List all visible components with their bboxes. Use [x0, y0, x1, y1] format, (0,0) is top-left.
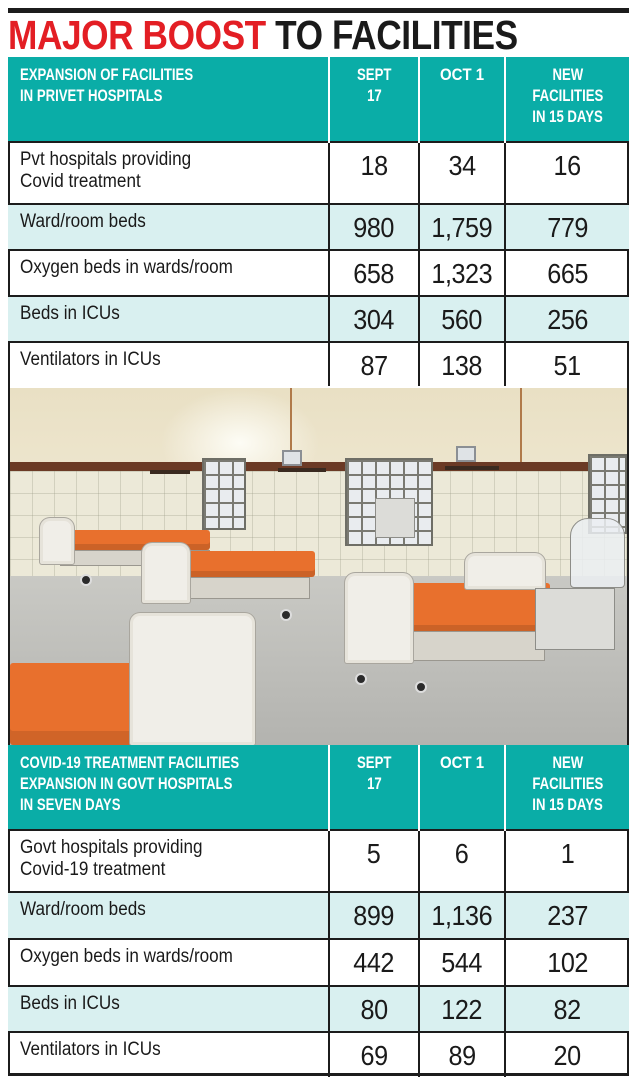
table-row: Pvt hospitals providing Covid treatment …	[8, 141, 629, 204]
wall-stripe	[10, 462, 627, 471]
row-label: Ventilators in ICUs	[8, 1031, 329, 1077]
row-label: Oxygen beds in wards/room	[8, 938, 329, 986]
cell-oct1: 138	[418, 341, 505, 386]
cell-new: 665	[504, 249, 629, 296]
window	[202, 458, 246, 530]
cell-oct1: 560	[418, 295, 505, 342]
cell-new: 16	[504, 141, 629, 204]
cell-sept17: 80	[328, 985, 419, 1032]
cell-sept17: 899	[328, 891, 419, 939]
wall-pipe	[290, 388, 292, 458]
cell-sept17: 69	[328, 1031, 419, 1077]
monitor-icon	[456, 446, 476, 462]
ventilator-cover	[570, 518, 625, 588]
cell-sept17: 5	[328, 829, 419, 892]
table-row: Ventilators in ICUs 69 89 20	[8, 1031, 629, 1077]
cell-sept17: 658	[328, 249, 419, 296]
headline-rest: TO FACILITIES	[275, 12, 518, 58]
cell-sept17: 87	[328, 341, 419, 386]
cell-new: 1	[504, 829, 629, 892]
cell-new: 51	[504, 341, 629, 386]
cell-sept17: 18	[328, 141, 419, 204]
cell-new: 237	[504, 891, 629, 939]
column-header-oct1: OCT 1	[418, 745, 506, 830]
column-header-sept17: SEPT 17	[328, 57, 420, 142]
headline-highlight: MAJOR BOOST	[8, 12, 266, 58]
hospital-bed	[10, 613, 260, 745]
cell-sept17: 980	[328, 203, 419, 250]
column-header-sept17: SEPT 17	[328, 745, 420, 830]
cell-oct1: 6	[418, 829, 505, 892]
hospital-ward-photo	[10, 388, 627, 745]
cell-new: 20	[504, 1031, 629, 1077]
table-header-row: COVID-19 TREATMENT FACILITIES EXPANSION I…	[8, 745, 629, 830]
row-label: Govt hospitals providing Covid-19 treatm…	[8, 829, 329, 892]
cell-oct1: 1,323	[418, 249, 505, 296]
cell-sept17: 442	[328, 938, 419, 986]
ventilator	[535, 588, 615, 650]
cell-oct1: 122	[418, 985, 505, 1032]
row-label: Ward/room beds	[8, 891, 329, 939]
govt-hospitals-table: COVID-19 TREATMENT FACILITIES EXPANSION I…	[8, 745, 629, 1077]
row-label: Beds in ICUs	[8, 985, 329, 1032]
monitor-icon	[282, 450, 302, 466]
row-label: Beds in ICUs	[8, 295, 329, 342]
row-label: Pvt hospitals providing Covid treatment	[8, 141, 329, 204]
hospital-bed	[335, 553, 550, 703]
cell-new: 102	[504, 938, 629, 986]
row-label: Ward/room beds	[8, 203, 329, 250]
headline: MAJOR BOOST TO FACILITIES	[8, 12, 518, 58]
wall-pipe	[520, 388, 522, 498]
row-label: Oxygen beds in wards/room	[8, 249, 329, 296]
cell-new: 256	[504, 295, 629, 342]
table-row: Ventilators in ICUs 87 138 51	[8, 341, 629, 386]
cell-new: 82	[504, 985, 629, 1032]
cell-oct1: 544	[418, 938, 505, 986]
top-rule	[8, 8, 629, 13]
cell-new: 779	[504, 203, 629, 250]
table-row: Oxygen beds in wards/room 442 544 102	[8, 938, 629, 986]
ventilator	[375, 498, 415, 538]
cell-oct1: 1,759	[418, 203, 505, 250]
column-header-oct1: OCT 1	[418, 57, 506, 142]
table-row: Oxygen beds in wards/room 658 1,323 665	[8, 249, 629, 296]
column-header-new: NEW FACILITIES IN 15 DAYS	[504, 745, 629, 830]
table-row: Ward/room beds 899 1,136 237	[8, 891, 629, 939]
column-header-new: NEW FACILITIES IN 15 DAYS	[504, 57, 629, 142]
table-row: Govt hospitals providing Covid-19 treatm…	[8, 829, 629, 892]
cell-sept17: 304	[328, 295, 419, 342]
cell-oct1: 1,136	[418, 891, 505, 939]
table-row: Beds in ICUs 304 560 256	[8, 295, 629, 342]
private-hospitals-table: EXPANSION OF FACILITIES IN PRIVET HOSPITA…	[8, 57, 629, 386]
table-header-row: EXPANSION OF FACILITIES IN PRIVET HOSPITA…	[8, 57, 629, 142]
column-header-label: EXPANSION OF FACILITIES IN PRIVET HOSPITA…	[8, 57, 330, 142]
cell-oct1: 89	[418, 1031, 505, 1077]
cell-oct1: 34	[418, 141, 505, 204]
table-row: Ward/room beds 980 1,759 779	[8, 203, 629, 250]
column-header-label: COVID-19 TREATMENT FACILITIES EXPANSION I…	[8, 745, 330, 830]
row-label: Ventilators in ICUs	[8, 341, 329, 386]
table-row: Beds in ICUs 80 122 82	[8, 985, 629, 1032]
